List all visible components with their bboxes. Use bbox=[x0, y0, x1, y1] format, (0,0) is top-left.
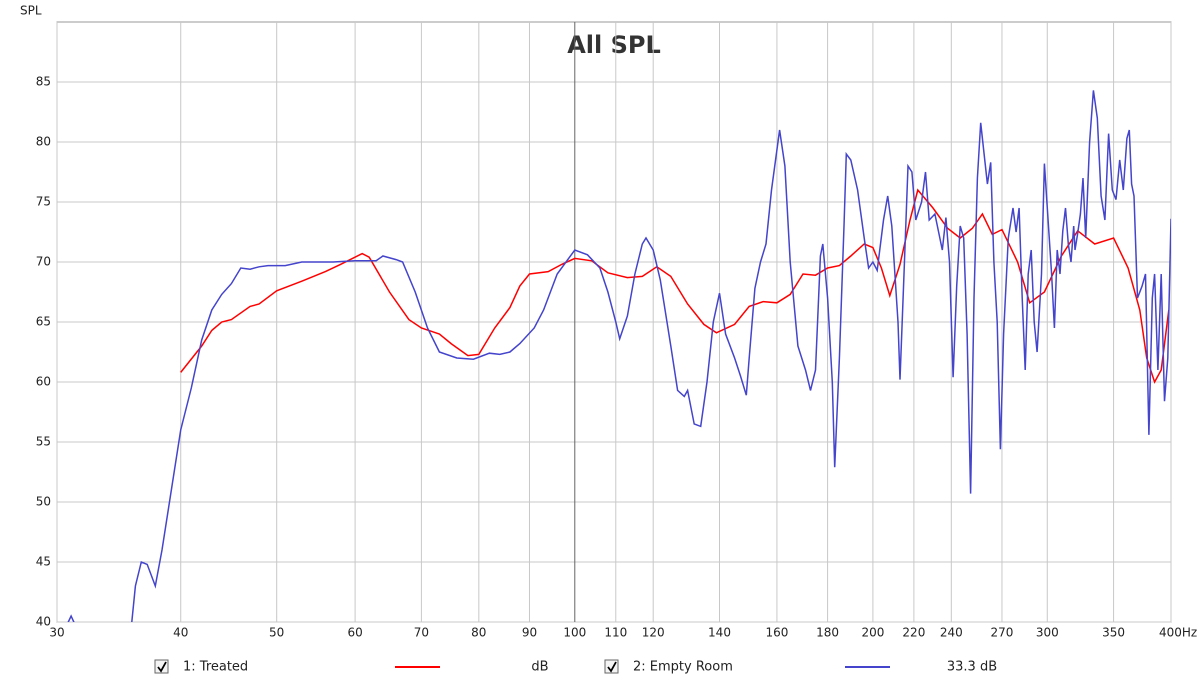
series-line bbox=[67, 90, 1171, 622]
checkmark bbox=[607, 661, 617, 673]
x-tick-label: 300 bbox=[1036, 626, 1059, 640]
x-tick-label: 120 bbox=[642, 626, 665, 640]
x-tick-label: 90 bbox=[522, 626, 537, 640]
x-tick-label: 50 bbox=[269, 626, 284, 640]
y-axis-label: SPL bbox=[20, 4, 42, 18]
x-tick-label: 270 bbox=[991, 626, 1014, 640]
checkmark bbox=[157, 661, 167, 673]
x-tick-label: 100 bbox=[563, 626, 586, 640]
y-tick-label: 50 bbox=[36, 495, 51, 509]
x-tick-label: 240 bbox=[940, 626, 963, 640]
legend-value: dB bbox=[531, 660, 548, 675]
x-tick-label: 400Hz bbox=[1159, 626, 1197, 640]
x-tick-label: 110 bbox=[604, 626, 627, 640]
x-tick-label: 350 bbox=[1102, 626, 1125, 640]
chart-title: All SPL bbox=[567, 31, 661, 59]
x-tick-label: 40 bbox=[173, 626, 188, 640]
legend-value: 33.3 dB bbox=[947, 660, 997, 675]
legend-label: 1: Treated bbox=[183, 660, 248, 675]
x-tick-label: 70 bbox=[414, 626, 429, 640]
y-tick-label: 75 bbox=[36, 195, 51, 209]
y-tick-label: 65 bbox=[36, 315, 51, 329]
y-tick-label: 60 bbox=[36, 375, 51, 389]
x-tick-label: 160 bbox=[765, 626, 788, 640]
y-tick-label: 55 bbox=[36, 435, 51, 449]
y-tick-label: 85 bbox=[36, 75, 51, 89]
plot-lines bbox=[67, 90, 1171, 622]
y-tick-label: 80 bbox=[36, 135, 51, 149]
y-tick-label: 45 bbox=[36, 555, 51, 569]
x-tick-label: 80 bbox=[471, 626, 486, 640]
y-tick-label: 40 bbox=[36, 615, 51, 629]
x-tick-label: 180 bbox=[816, 626, 839, 640]
x-tick-label: 30 bbox=[49, 626, 64, 640]
y-tick-label: 70 bbox=[36, 255, 51, 269]
x-tick-label: 60 bbox=[347, 626, 362, 640]
series-line bbox=[180, 188, 1170, 384]
x-tick-label: 140 bbox=[708, 626, 731, 640]
x-tick-label: 200 bbox=[861, 626, 884, 640]
x-tick-label: 220 bbox=[902, 626, 925, 640]
legend-label: 2: Empty Room bbox=[633, 660, 733, 675]
